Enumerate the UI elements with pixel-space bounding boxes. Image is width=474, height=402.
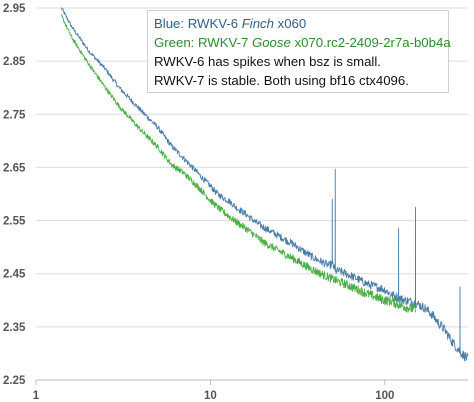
series-lines <box>61 7 469 362</box>
legend-blue: Blue: RWKV-6 Finch x060 <box>154 14 442 33</box>
legend-blue-suffix: x060 <box>273 16 307 31</box>
y-tick-labels: 2.95 2.85 2.75 2.65 2.55 2.45 2.35 2.25 <box>3 3 26 387</box>
y-tick-label: 2.55 <box>3 216 26 228</box>
legend-green-prefix: Green: RWKV-7 <box>154 35 252 50</box>
legend-note-2: RWKV-7 is stable. Both using bf16 ctx409… <box>154 73 409 88</box>
legend-blue-italic: Finch <box>241 16 274 31</box>
y-tick-label: 2.85 <box>3 56 26 68</box>
legend-green: Green: RWKV-7 Goose x070.rc2-2409-2r7a-b… <box>154 33 451 52</box>
legend-green-italic: Goose <box>251 35 291 50</box>
y-tick-label: 2.45 <box>3 269 26 281</box>
series-line-green <box>61 14 416 313</box>
legend-green-suffix: x070.rc2-2409-2r7a-b0b4a <box>290 35 451 50</box>
legend-box: Blue: RWKV-6 Finch x060 Green: RWKV-7 Go… <box>147 10 451 93</box>
y-tick-label: 2.35 <box>3 322 26 334</box>
y-tick-label: 2.65 <box>3 162 26 174</box>
x-axis <box>35 379 468 385</box>
y-tick-label: 2.95 <box>3 3 26 15</box>
y-tick-label: 2.25 <box>3 375 26 387</box>
legend-blue-prefix: Blue: RWKV-6 <box>154 16 242 31</box>
x-tick-label: 1 <box>33 390 40 402</box>
x-tick-labels: 1 10 100 <box>33 390 395 402</box>
x-tick-label: 100 <box>375 390 394 402</box>
legend-note-1: RWKV-6 has spikes when bsz is small. <box>154 54 381 69</box>
x-tick-label: 10 <box>204 390 217 402</box>
y-tick-label: 2.75 <box>3 109 26 121</box>
series-line-blue <box>61 7 469 362</box>
